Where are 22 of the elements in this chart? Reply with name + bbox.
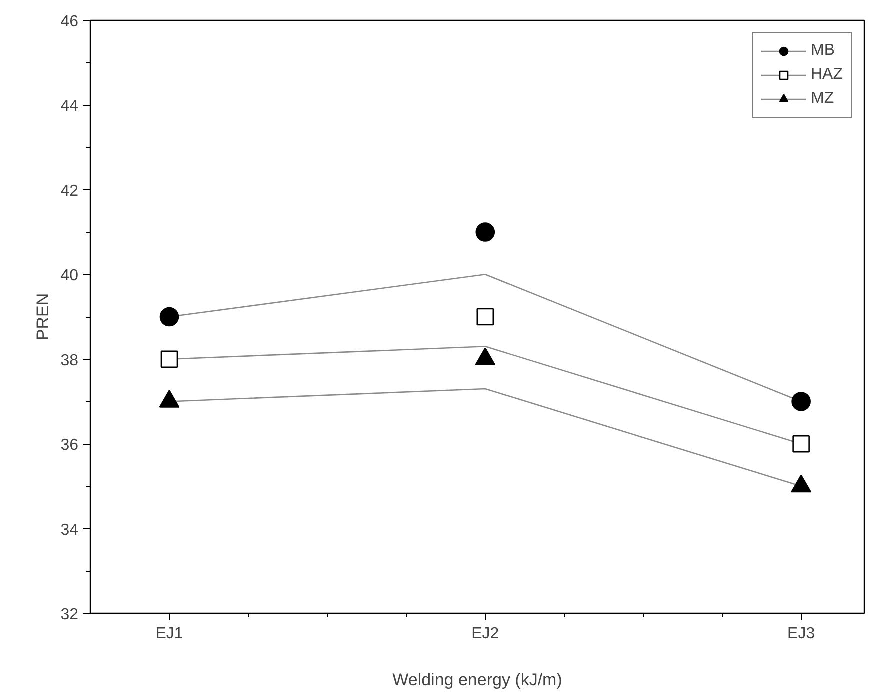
y-axis-title: PREN xyxy=(34,293,53,341)
y-tick-label: 32 xyxy=(60,606,79,624)
point xyxy=(160,307,180,327)
x-axis-title: Welding energy (kJ/m) xyxy=(392,670,562,690)
y-tick-label: 44 xyxy=(60,98,79,116)
y-tick-label: 38 xyxy=(60,352,79,370)
y-tick-label: 42 xyxy=(60,182,79,200)
y-tick-label: 46 xyxy=(60,14,79,30)
point xyxy=(792,435,810,453)
x-tick-label: EJ1 xyxy=(156,626,184,642)
point xyxy=(160,350,178,368)
legend-label: MZ xyxy=(811,90,834,108)
y-tick-label: 34 xyxy=(60,522,79,539)
point xyxy=(792,392,811,412)
y-tick-label: 36 xyxy=(60,437,79,454)
x-tick-label: EJ2 xyxy=(472,626,500,642)
point xyxy=(476,222,496,242)
y-tick-label: 40 xyxy=(60,268,79,285)
legend-label: MB xyxy=(811,42,835,60)
x-tick-label: EJ3 xyxy=(788,626,816,642)
point xyxy=(476,308,494,326)
legend-label: HAZ xyxy=(811,66,843,84)
